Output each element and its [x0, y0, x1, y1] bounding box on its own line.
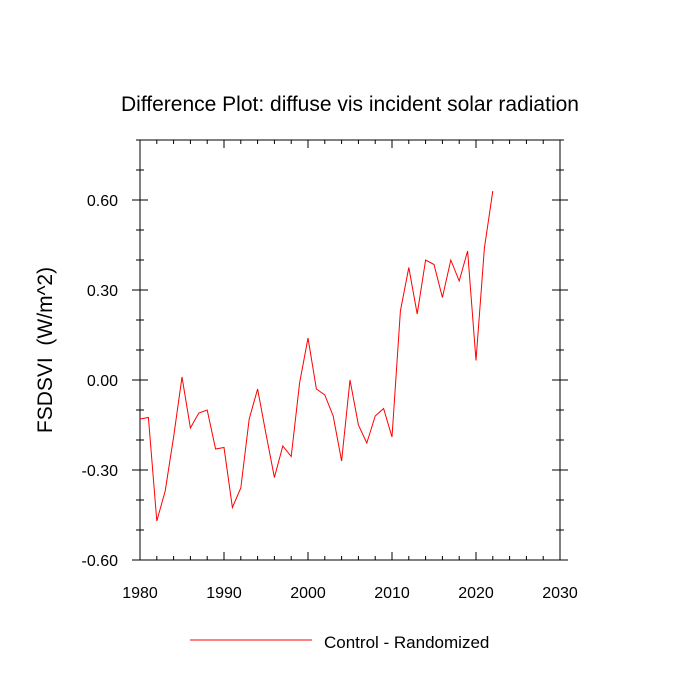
series-line-control-randomized: [139, 190, 494, 522]
y-tick-label: 0.60: [87, 193, 118, 210]
x-tick-label: 2010: [374, 585, 410, 602]
y-axis-tick-labels: -0.60 -0.30 0.00 0.30 0.60: [82, 193, 119, 570]
x-tick-label: 2020: [458, 585, 494, 602]
legend-label: Control - Randomized: [324, 633, 489, 652]
x-axis-tick-labels: 1980 1990 2000 2010 2020 2030: [122, 585, 578, 602]
x-tick-label: 1980: [122, 585, 158, 602]
legend: Control - Randomized: [190, 633, 489, 652]
x-tick-label: 1990: [206, 585, 242, 602]
y-tick-label: 0.00: [87, 373, 118, 390]
x-tick-label: 2030: [542, 585, 578, 602]
plot-area: [132, 139, 568, 561]
plot-frame: [139, 139, 561, 561]
y-tick-label: 0.30: [87, 283, 118, 300]
y-tick-label: -0.60: [82, 553, 119, 570]
y-tick-label: -0.30: [82, 463, 119, 480]
y-axis-label: FSDSVI (W/m^2): [34, 267, 57, 433]
chart-title: Difference Plot: diffuse vis incident so…: [121, 93, 579, 116]
axis-ticks: [132, 139, 568, 561]
x-tick-label: 2000: [290, 585, 326, 602]
